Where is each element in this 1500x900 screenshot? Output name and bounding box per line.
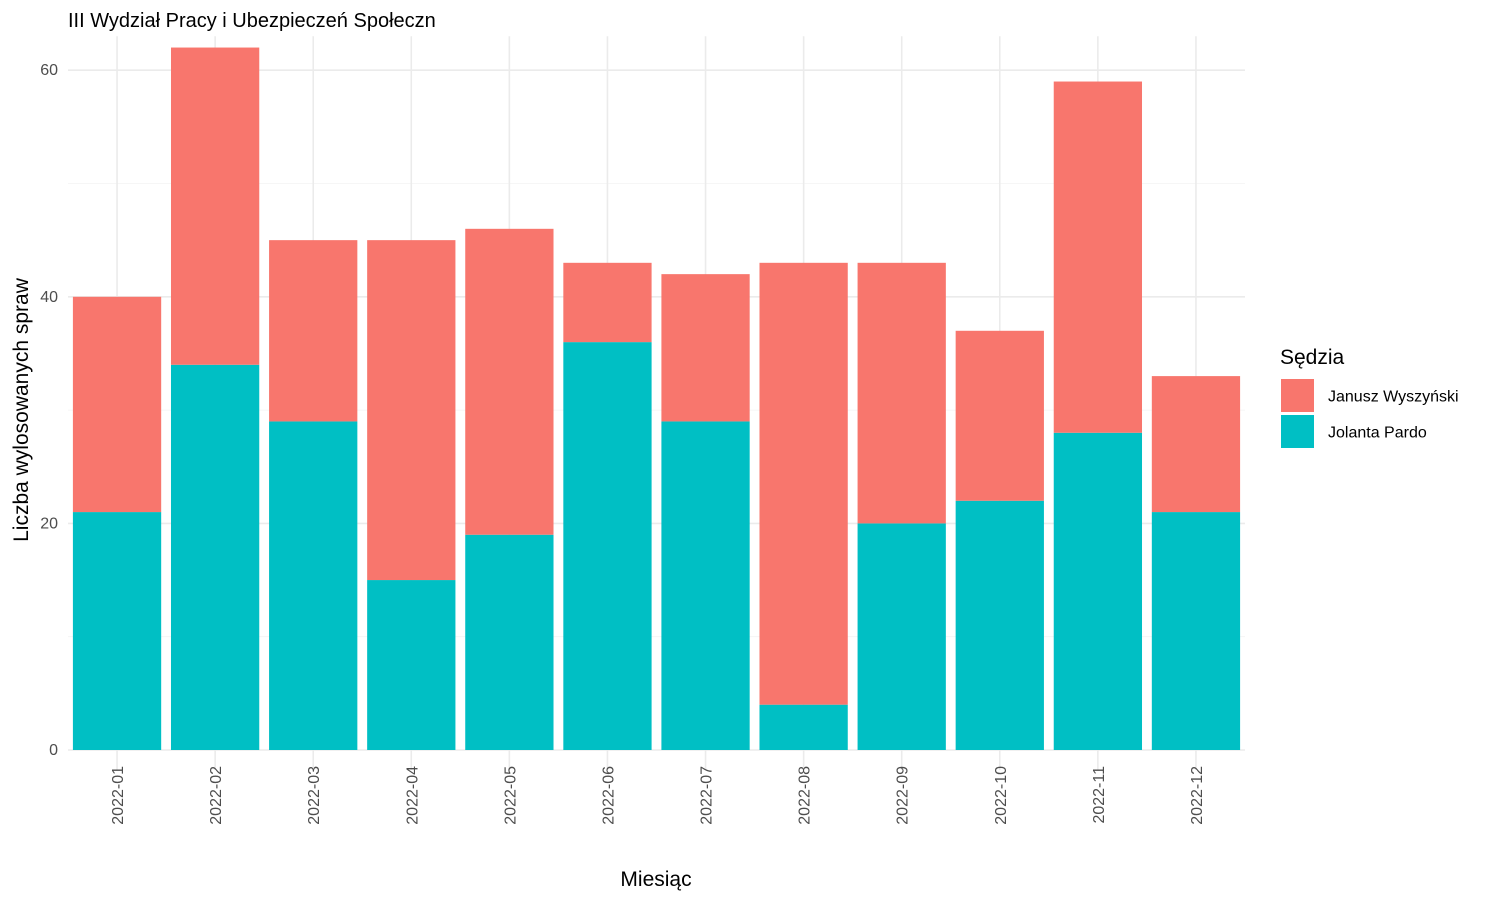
bar-segment-janusz-wyszynski bbox=[563, 262, 652, 343]
bar-segment-jolanta-pardo bbox=[661, 421, 750, 750]
bar-segment-jolanta-pardo bbox=[465, 534, 554, 750]
bar-segment-janusz-wyszynski bbox=[759, 262, 848, 705]
bar-segment-jolanta-pardo bbox=[367, 580, 456, 750]
legend-key bbox=[1281, 415, 1314, 448]
chart-title: III Wydział Pracy i Ubezpieczeń Społeczn bbox=[68, 10, 436, 32]
bar-segment-jolanta-pardo bbox=[759, 704, 848, 750]
bar-segment-jolanta-pardo bbox=[269, 421, 358, 750]
bar-segment-janusz-wyszynski bbox=[269, 240, 358, 422]
bar-segment-jolanta-pardo bbox=[170, 364, 260, 750]
bar-segment-janusz-wyszynski bbox=[465, 228, 554, 535]
legend-label: Jolanta Pardo bbox=[1328, 425, 1427, 442]
x-tick-label: 2022-12 bbox=[1189, 766, 1206, 825]
legend: Sędzia Janusz Wyszyński Jolanta Pardo bbox=[1280, 346, 1459, 448]
bar-segment-janusz-wyszynski bbox=[1053, 81, 1143, 433]
bar-segment-janusz-wyszynski bbox=[367, 240, 456, 581]
x-tick-label: 2022-09 bbox=[895, 766, 912, 825]
bars bbox=[72, 47, 1241, 750]
y-tick-label: 40 bbox=[40, 289, 58, 306]
x-tick-label: 2022-08 bbox=[797, 766, 814, 825]
x-tick-label: 2022-02 bbox=[208, 766, 225, 825]
bar-segment-janusz-wyszynski bbox=[857, 262, 946, 524]
bar-segment-jolanta-pardo bbox=[563, 342, 652, 750]
bar-segment-janusz-wyszynski bbox=[72, 296, 162, 513]
y-axis-ticks: 0 20 40 60 bbox=[40, 62, 58, 759]
bar-segment-janusz-wyszynski bbox=[1151, 376, 1241, 513]
x-axis-title: Miesiąc bbox=[620, 868, 691, 891]
bar-segment-janusz-wyszynski bbox=[170, 47, 260, 365]
bar-segment-janusz-wyszynski bbox=[661, 274, 750, 422]
x-tick-label: 2022-11 bbox=[1091, 766, 1108, 824]
x-tick-label: 2022-05 bbox=[502, 766, 519, 825]
bar-segment-jolanta-pardo bbox=[1053, 432, 1143, 750]
x-tick-label: 2022-06 bbox=[600, 766, 617, 825]
x-axis-ticks: 2022-01 2022-02 2022-03 2022-04 2022-05 2022-… bbox=[110, 766, 1206, 825]
legend-key bbox=[1281, 379, 1314, 412]
bar-segment-jolanta-pardo bbox=[1151, 512, 1241, 750]
legend-title: Sędzia bbox=[1280, 346, 1345, 369]
bar-segment-jolanta-pardo bbox=[955, 500, 1044, 750]
legend-label: Janusz Wyszyński bbox=[1328, 389, 1459, 406]
y-axis-title: Liczba wylosowanych spraw bbox=[10, 277, 33, 542]
bar-segment-jolanta-pardo bbox=[857, 523, 946, 750]
x-tick-label: 2022-07 bbox=[699, 766, 716, 825]
x-tick-label: 2022-04 bbox=[404, 766, 421, 825]
x-tick-label: 2022-10 bbox=[993, 766, 1010, 825]
bar-segment-jolanta-pardo bbox=[72, 512, 162, 750]
x-tick-label: 2022-01 bbox=[110, 766, 127, 825]
y-tick-label: 0 bbox=[49, 742, 58, 759]
bar-segment-janusz-wyszynski bbox=[955, 330, 1044, 501]
x-tick-label: 2022-03 bbox=[306, 766, 323, 825]
y-tick-label: 20 bbox=[40, 515, 58, 532]
y-tick-label: 60 bbox=[40, 62, 58, 79]
